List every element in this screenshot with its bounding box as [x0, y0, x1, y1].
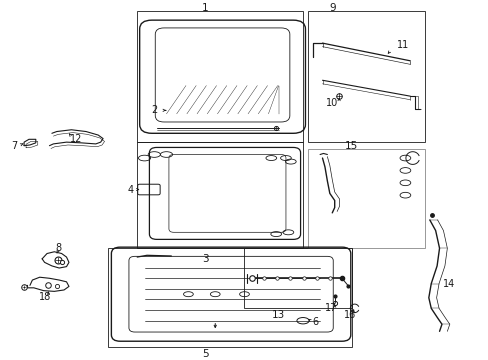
Text: 9: 9: [328, 3, 335, 13]
Bar: [307, 11, 424, 142]
Text: 8: 8: [55, 243, 61, 253]
Text: 14: 14: [442, 279, 454, 289]
Bar: [137, 11, 303, 142]
Text: 15: 15: [345, 141, 358, 151]
Text: 11: 11: [397, 40, 409, 50]
Text: 3: 3: [202, 254, 208, 264]
Text: 7: 7: [12, 141, 18, 151]
Bar: [137, 142, 303, 248]
Bar: [307, 149, 424, 248]
Text: 5: 5: [202, 349, 208, 359]
Text: 6: 6: [311, 318, 318, 328]
Text: 1: 1: [202, 3, 208, 13]
Text: 2: 2: [151, 105, 157, 115]
Bar: [244, 248, 351, 308]
Text: 12: 12: [70, 134, 82, 144]
Text: 4: 4: [127, 185, 134, 194]
Text: 17: 17: [325, 303, 337, 313]
Bar: [108, 248, 351, 347]
Text: 16: 16: [344, 310, 356, 320]
Text: 18: 18: [39, 292, 51, 302]
Text: 13: 13: [271, 310, 285, 320]
Text: 10: 10: [325, 98, 338, 108]
